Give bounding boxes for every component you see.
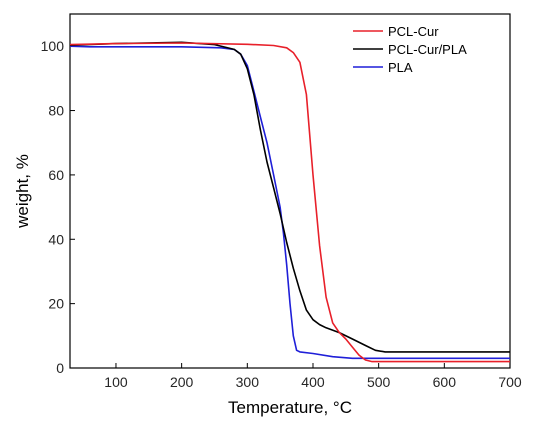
x-tick-label: 300	[236, 374, 260, 390]
y-tick-label: 80	[48, 103, 64, 119]
y-axis-label: weight, %	[13, 154, 32, 229]
y-tick-label: 60	[48, 167, 64, 183]
y-tick-label: 20	[48, 296, 64, 312]
x-tick-label: 500	[367, 374, 391, 390]
y-tick-label: 0	[56, 360, 64, 376]
legend: PCL-Cur PCL-Cur/PLA PLA	[353, 24, 467, 75]
x-axis-label: Temperature, °C	[228, 398, 352, 417]
legend-label-pcl-cur-pla: PCL-Cur/PLA	[388, 42, 467, 57]
x-tick-label: 200	[170, 374, 194, 390]
x-tick-label: 600	[433, 374, 457, 390]
axis-ticks: 100 200 300 400 500 600 700 0 20 40 60 80 100	[41, 38, 522, 390]
legend-label-pcl-cur: PCL-Cur	[388, 24, 439, 39]
plot-area	[69, 13, 511, 369]
series-line-pcl-cur	[69, 42, 510, 363]
series-line-pcl-cur-pla	[69, 41, 510, 353]
y-tick-label: 40	[48, 231, 64, 247]
x-tick-label: 700	[498, 374, 522, 390]
series-line-pla	[69, 45, 510, 360]
x-tick-label: 100	[104, 374, 128, 390]
legend-label-pla: PLA	[388, 60, 413, 75]
y-tick-label: 100	[41, 38, 65, 54]
series-lines	[69, 41, 510, 363]
x-tick-label: 400	[301, 374, 325, 390]
